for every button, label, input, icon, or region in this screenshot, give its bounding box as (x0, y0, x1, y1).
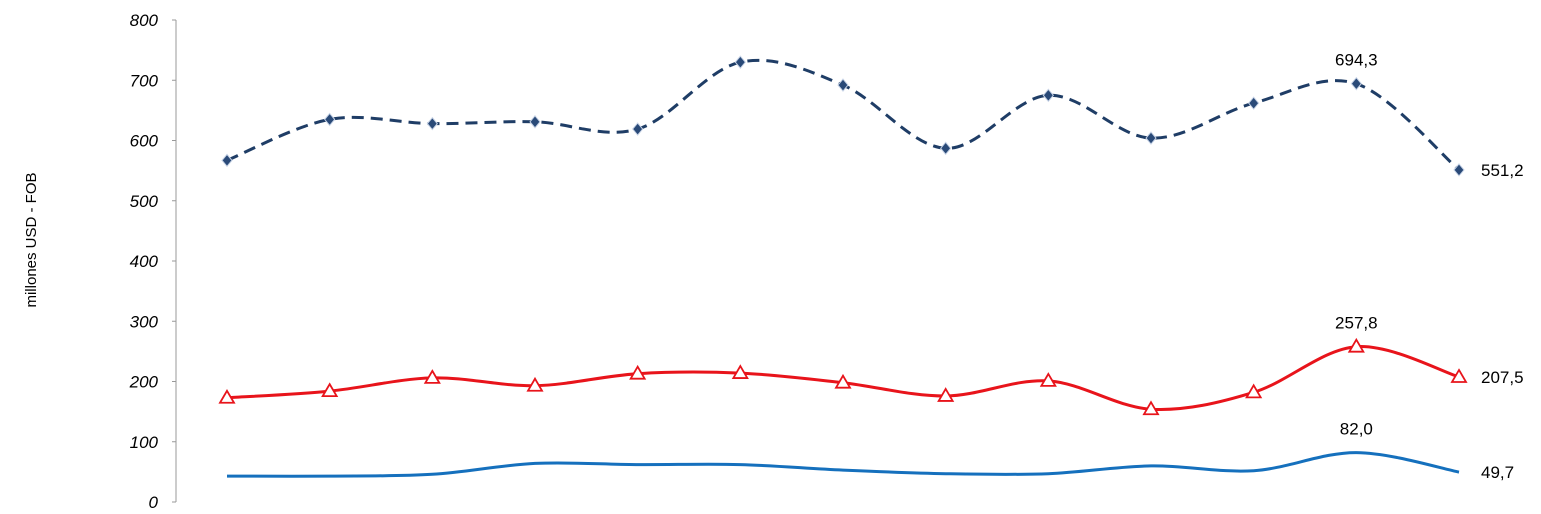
data-point-diamond (529, 115, 541, 129)
data-label: 49,7 (1481, 463, 1514, 482)
data-point-triangle (834, 373, 852, 389)
y-tick-label: 100 (130, 433, 159, 452)
data-point-diamond (1453, 163, 1465, 177)
data-point-diamond (426, 116, 438, 131)
data-point-diamond (632, 122, 644, 136)
data-point-diamond (221, 153, 233, 168)
y-tick-label: 500 (130, 192, 159, 211)
series-mid (218, 337, 1468, 416)
data-point-triangle (1142, 400, 1160, 416)
data-point-triangle (1039, 372, 1057, 387)
y-tick-label: 0 (149, 493, 159, 512)
data-point-triangle (1450, 368, 1468, 383)
data-label: 207,5 (1481, 368, 1524, 387)
y-axis: 0 100 200 300 400 500 600 700 800 (129, 11, 177, 512)
data-label: 551,2 (1481, 161, 1524, 180)
data-point-diamond (324, 112, 336, 127)
data-point-triangle (321, 382, 339, 398)
series-line-top (226, 58, 1460, 172)
data-point-diamond (734, 55, 746, 69)
data-label: 694,3 (1335, 51, 1378, 70)
y-tick-label: 700 (130, 71, 159, 90)
data-point-diamond (837, 78, 849, 92)
data-point-diamond (1042, 88, 1054, 103)
y-axis-label: millones USD - FOB (23, 172, 40, 307)
data-point-diamond (1350, 76, 1362, 91)
series-line-bottom (226, 451, 1460, 478)
data-point-triangle (218, 388, 236, 404)
y-tick-label: 800 (130, 11, 159, 30)
data-label: 82,0 (1340, 420, 1373, 439)
data-point-diamond (1145, 131, 1157, 145)
data-point-triangle (1245, 383, 1263, 399)
data-label: 257,8 (1335, 314, 1378, 333)
data-point-triangle (731, 364, 749, 379)
y-tick-label: 600 (130, 132, 159, 151)
series-group (218, 55, 1468, 478)
data-point-triangle (1347, 337, 1365, 353)
data-labels: 694,3 551,2 257,8 207,5 82,0 49,7 (1335, 51, 1523, 482)
series-top (221, 55, 1465, 177)
data-point-triangle (937, 387, 955, 402)
y-tick-label: 400 (130, 252, 159, 271)
data-point-diamond (940, 141, 952, 156)
y-tick-label: 300 (130, 312, 159, 331)
data-point-triangle (629, 364, 647, 380)
data-point-diamond (1248, 96, 1260, 110)
series-bottom (226, 451, 1460, 478)
y-tick-label: 200 (129, 373, 159, 392)
data-point-triangle (423, 369, 441, 384)
data-point-triangle (526, 376, 544, 392)
